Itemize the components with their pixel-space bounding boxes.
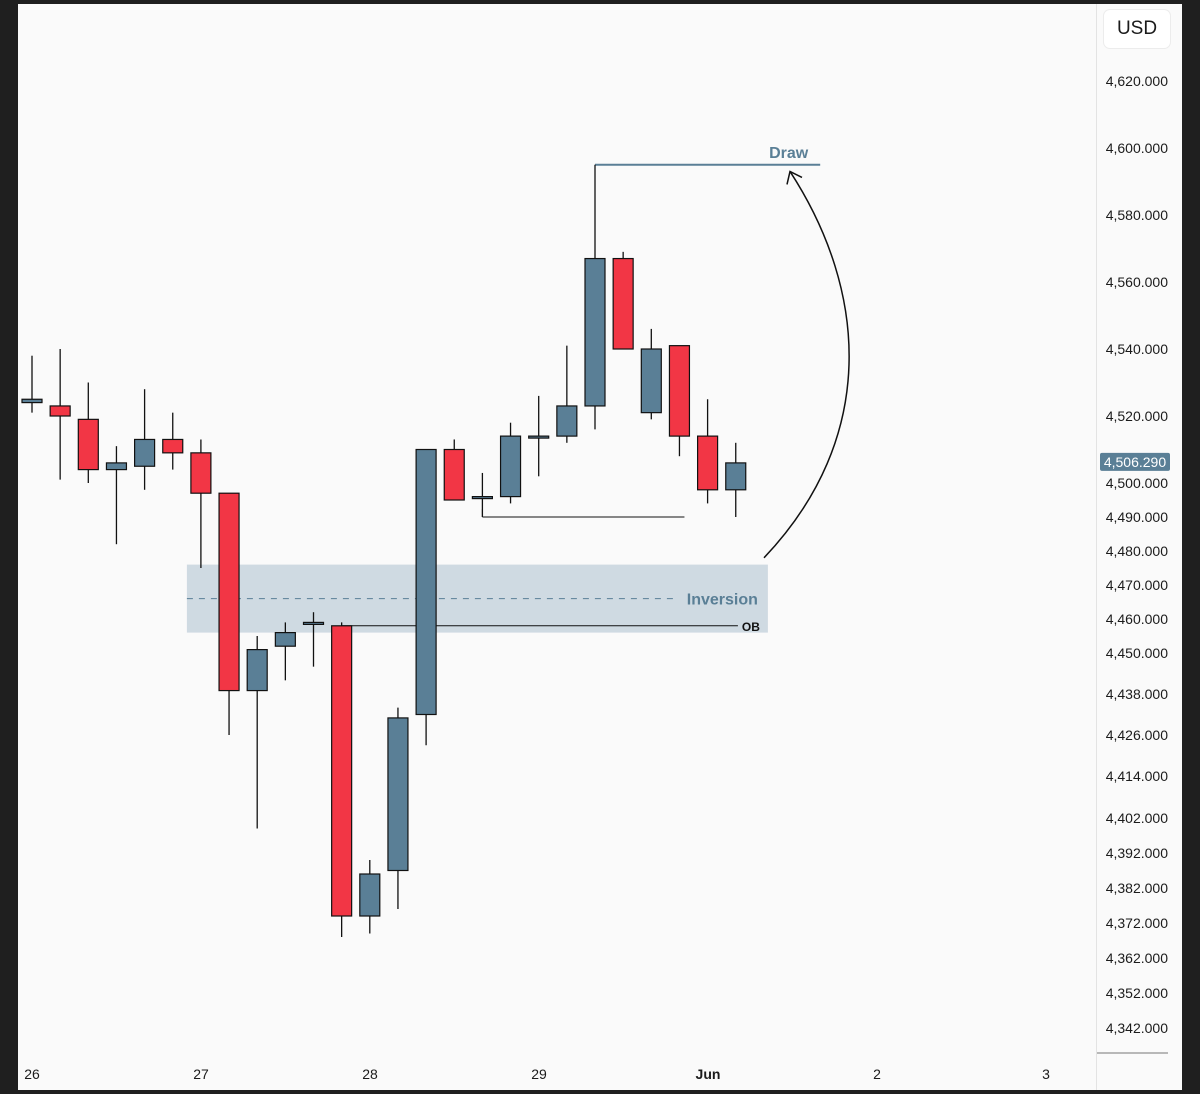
candle <box>471 472 493 517</box>
candle-body <box>105 462 128 471</box>
candle <box>302 612 325 667</box>
candle-body <box>584 257 606 407</box>
candle <box>612 251 634 350</box>
candle <box>528 395 550 477</box>
y-tick-label: 4,414.000 <box>1106 768 1168 784</box>
candle-body <box>21 398 43 404</box>
candle-body <box>302 621 325 626</box>
candle-body <box>640 348 662 414</box>
price-axis-divider <box>1096 4 1097 1090</box>
y-tick-label: 4,490.000 <box>1106 509 1168 525</box>
candle-body <box>443 448 465 501</box>
x-tick-label: Jun <box>696 1066 721 1082</box>
candle-body <box>246 648 268 692</box>
y-tick-label: 4,438.000 <box>1106 686 1168 702</box>
candle <box>696 399 719 504</box>
x-tick-label: 29 <box>531 1066 547 1082</box>
candle-body <box>49 405 71 417</box>
candle <box>443 439 465 501</box>
y-tick-label: 4,560.000 <box>1106 274 1168 290</box>
y-tick-label: 4,520.000 <box>1106 408 1168 424</box>
candle-body <box>668 345 691 437</box>
candle <box>218 492 240 735</box>
projection-arrow <box>763 171 850 559</box>
candle-body <box>77 418 99 471</box>
last-price-tag: 4,506.290 <box>1100 452 1170 471</box>
currency-selector[interactable]: USD <box>1104 10 1170 48</box>
y-tick-label: 4,470.000 <box>1106 577 1168 593</box>
x-tick-label: 26 <box>24 1066 40 1082</box>
candle-body <box>387 717 409 872</box>
candle-body <box>499 435 522 498</box>
candle <box>190 439 212 568</box>
y-tick-label: 4,352.000 <box>1106 985 1168 1001</box>
candle-body <box>274 631 296 647</box>
candle <box>387 707 409 909</box>
candle-body <box>218 492 240 692</box>
candle-body <box>696 435 719 491</box>
candle <box>274 622 296 681</box>
draw-label: Draw <box>769 145 809 162</box>
y-tick-label: 4,342.000 <box>1106 1020 1168 1036</box>
candle <box>49 349 71 480</box>
y-tick-label: 4,540.000 <box>1106 341 1168 357</box>
x-tick-label: 3 <box>1042 1066 1050 1082</box>
y-tick-label: 4,600.000 <box>1106 140 1168 156</box>
candle-body <box>612 257 634 350</box>
x-tick-label: 28 <box>362 1066 378 1082</box>
candle-body <box>359 873 381 917</box>
y-tick-label: 4,580.000 <box>1106 207 1168 223</box>
x-tick-label: 27 <box>193 1066 209 1082</box>
y-tick-label: 4,372.000 <box>1106 915 1168 931</box>
candle <box>21 355 43 413</box>
x-tick-label: 2 <box>873 1066 881 1082</box>
y-tick-label: 4,460.000 <box>1106 611 1168 627</box>
candle <box>640 328 662 420</box>
candle-body <box>725 462 747 491</box>
candle <box>584 164 606 430</box>
y-tick-label: 4,450.000 <box>1106 645 1168 661</box>
candle <box>133 389 156 490</box>
candle-body <box>190 452 212 494</box>
candle <box>556 345 578 443</box>
y-tick-label: 4,362.000 <box>1106 950 1168 966</box>
candle <box>725 442 747 517</box>
candle-body <box>471 496 493 500</box>
chart-panel[interactable]: Draw Inversion OB 4,620.000 4,600.000 4,580.… <box>18 4 1182 1090</box>
candle <box>246 636 268 829</box>
y-tick-label: 4,500.000 <box>1106 475 1168 491</box>
candlestick-chart[interactable]: Draw Inversion OB 4,620.000 4,600.000 4,580.… <box>18 4 1182 1090</box>
candle <box>499 422 522 504</box>
y-tick-label: 4,480.000 <box>1106 543 1168 559</box>
y-tick-label: 4,620.000 <box>1106 73 1168 89</box>
arrow-head <box>786 170 803 185</box>
inversion-label: Inversion <box>687 592 758 609</box>
candle <box>331 622 353 937</box>
candle <box>359 860 381 934</box>
candle-body <box>331 625 353 917</box>
candle <box>162 412 184 470</box>
y-tick-label: 4,402.000 <box>1106 810 1168 826</box>
candle <box>105 446 128 545</box>
candle <box>77 382 99 483</box>
candle-body <box>556 405 578 437</box>
y-tick-label: 4,426.000 <box>1106 727 1168 743</box>
candle <box>415 448 437 746</box>
candle-body <box>162 438 184 454</box>
y-tick-label: 4,382.000 <box>1106 880 1168 896</box>
candle <box>668 345 691 457</box>
candle-body <box>133 438 156 467</box>
last-price-background <box>1100 452 1170 471</box>
last-price-label: 4,506.290 <box>1104 454 1166 470</box>
candle-body <box>528 435 550 439</box>
candle-body <box>415 448 437 716</box>
y-tick-label: 4,392.000 <box>1106 845 1168 861</box>
ob-label: OB <box>742 620 760 634</box>
